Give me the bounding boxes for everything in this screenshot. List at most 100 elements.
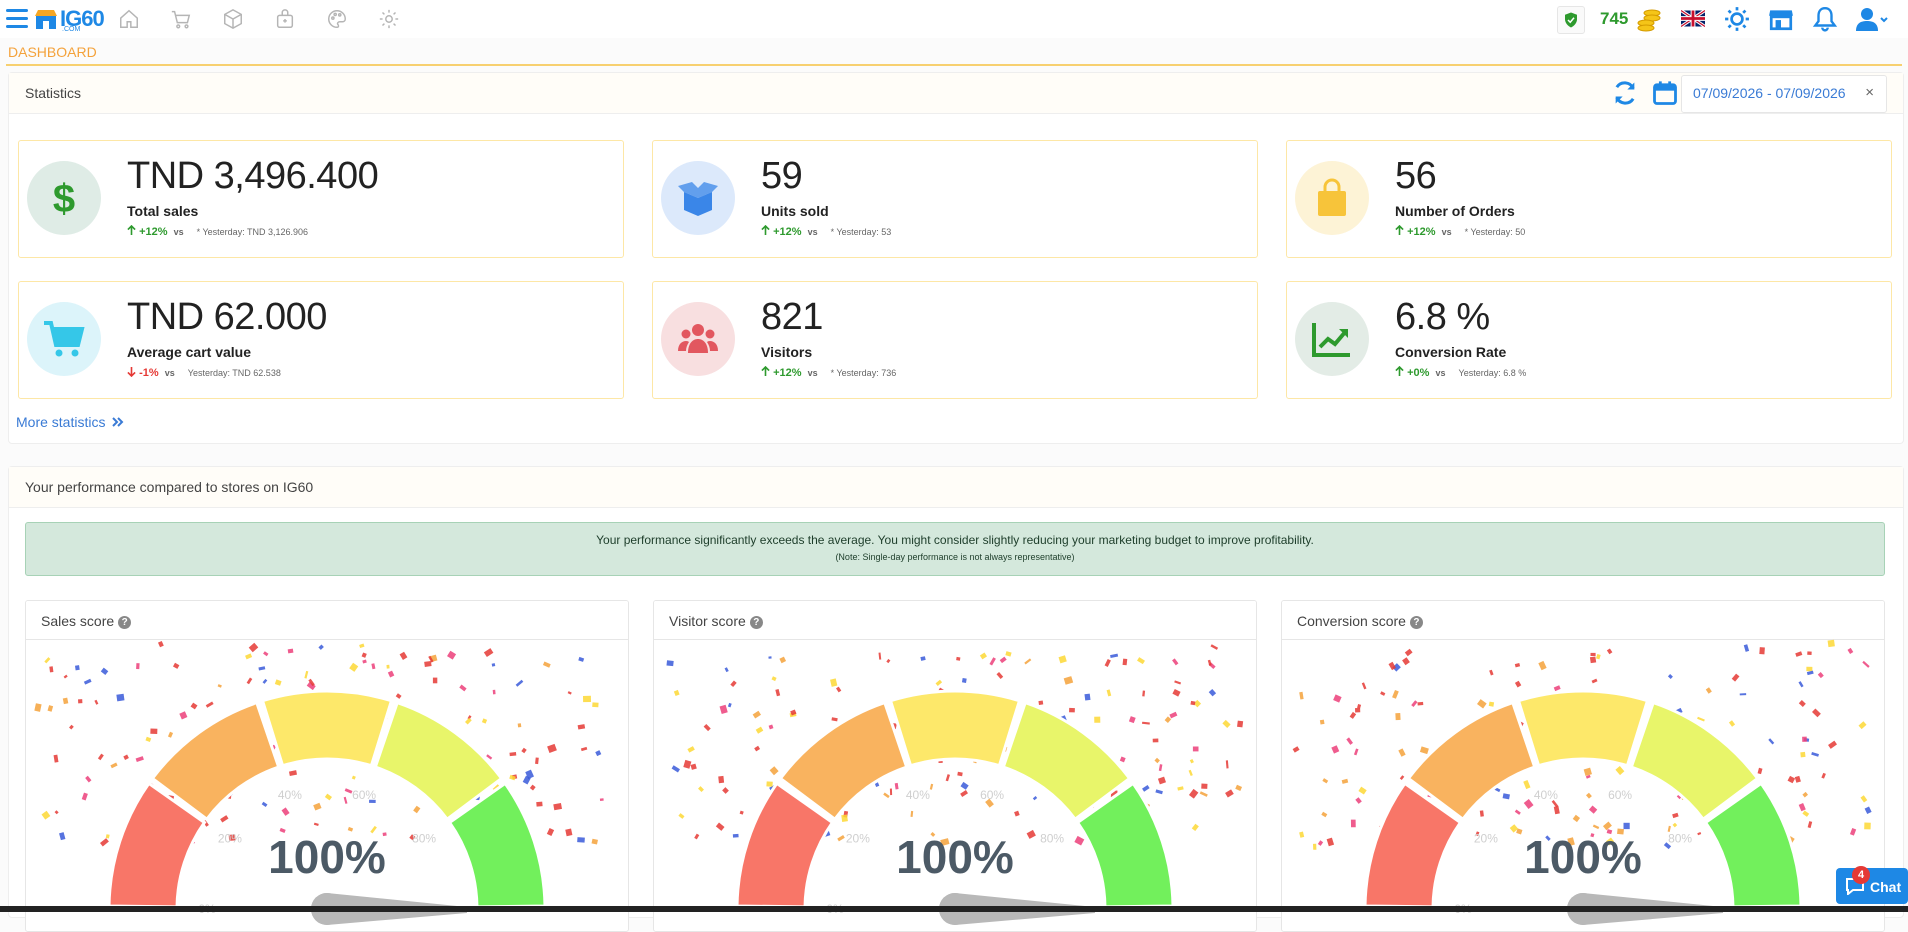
stat-trend: +12% vs * Yesterday: 50 [1395,224,1525,238]
confetti-piece [960,781,969,790]
confetti-piece [1199,791,1208,797]
confetti-piece [1190,700,1196,706]
more-statistics-link[interactable]: More statistics [16,414,125,430]
stat-icon-circle: $ [27,161,101,235]
confetti-piece [509,774,516,781]
gauge-tick-label: 40% [278,788,302,802]
confetti-piece [246,677,253,685]
confetti-piece [1488,701,1495,707]
clear-date-icon[interactable]: × [1865,84,1874,101]
confetti-piece [1069,707,1075,713]
confetti-piece [1477,699,1487,709]
confetti-piece [536,801,543,807]
security-badge[interactable] [1557,6,1585,34]
confetti-piece [432,677,438,684]
confetti-piece [1058,655,1067,664]
confetti-piece [698,786,704,793]
confetti-piece [1794,775,1801,783]
bell-icon[interactable] [1812,6,1838,32]
confetti-piece [492,689,496,695]
confetti-piece [359,643,365,649]
confetti-piece [1811,752,1819,757]
chat-button[interactable]: Chat [1836,868,1908,904]
confetti-piece [1514,663,1521,668]
trend-vs: vs [164,368,175,378]
bag-icon[interactable] [274,8,296,30]
confetti-piece [83,678,92,685]
confetti-piece [1142,690,1146,697]
confetti-piece [382,832,387,837]
score-title-text: Visitor score [669,613,746,629]
confetti-piece [1191,823,1199,832]
confetti-piece [136,663,140,670]
stat-icon-circle [1295,161,1369,235]
coins-icon[interactable] [1637,6,1663,32]
stat-icon-circle [27,302,101,376]
confetti-piece [1005,651,1012,657]
home-icon[interactable] [118,8,140,30]
confetti-piece [81,792,88,801]
user-menu-icon[interactable] [1856,6,1888,32]
confetti-piece [989,657,996,666]
gear-icon[interactable] [378,8,400,30]
confetti-piece [1605,837,1615,846]
help-icon[interactable]: ? [1409,616,1423,629]
trend-percent: +12% [773,367,802,379]
confetti-piece [34,703,42,712]
brightness-icon[interactable] [1724,6,1750,32]
confetti-piece [1398,748,1406,757]
confetti-piece [683,759,692,769]
storefront-icon[interactable] [1768,6,1794,32]
menu-icon[interactable] [6,9,28,29]
performance-title: Your performance compared to stores on I… [25,479,314,495]
stat-icon-circle [661,161,735,235]
stat-value: 59 [761,155,803,197]
score-gauge: 0%20%40%60%80%100% [1292,639,1872,925]
confetti-piece [1697,832,1702,836]
stat-value: 821 [761,296,823,338]
confetti-piece [1169,711,1178,719]
confetti-piece [578,656,585,662]
statistics-header: Statistics [9,73,1903,114]
confetti-piece [1623,822,1630,830]
palette-icon[interactable] [326,8,348,30]
box-icon[interactable] [222,8,244,30]
confetti-piece [768,656,772,659]
confetti-piece [1225,789,1234,798]
confetti-piece [369,799,376,803]
help-icon[interactable]: ? [749,616,763,629]
stat-card: 821 Visitors +12% vs * Yesterday: 736 [652,281,1258,399]
gauge-segment [1516,689,1650,768]
calendar-icon[interactable] [1651,79,1679,107]
confetti-piece [157,640,164,648]
confetti-piece [1602,821,1612,831]
refresh-icon[interactable] [1611,79,1639,107]
confetti-piece [1174,680,1182,685]
confetti-piece [1142,785,1150,792]
open-box-icon [676,176,720,220]
date-range-input[interactable]: 07/09/2026 - 07/09/2026 × [1681,75,1887,113]
score-card-header: Visitor score? [654,601,1256,640]
cart-icon[interactable] [170,8,192,30]
confetti-piece [960,790,969,797]
confetti-piece [41,810,51,820]
help-icon[interactable]: ? [118,616,132,629]
confetti-piece [44,657,51,664]
logo[interactable]: IG60 .COM [34,4,105,34]
uk-flag-icon[interactable] [1681,8,1705,29]
stat-trend: +0% vs Yesterday: 6.8 % [1395,365,1526,379]
confetti-piece [883,792,890,799]
stat-card: 59 Units sold +12% vs * Yesterday: 53 [652,140,1258,258]
confetti-piece [1235,784,1243,791]
confetti-piece [1137,657,1145,665]
score-card: Sales score? 0%20%40%60%80%100% [25,600,629,932]
arrow-up-icon [1395,365,1404,376]
confetti-piece [769,766,779,776]
confetti-piece [546,828,555,837]
confetti-piece [595,750,602,757]
confetti-piece [666,660,674,667]
confetti-piece [1795,651,1803,657]
confetti-piece [580,746,588,752]
score-value: 100% [268,831,386,883]
confetti-piece [1210,644,1219,650]
